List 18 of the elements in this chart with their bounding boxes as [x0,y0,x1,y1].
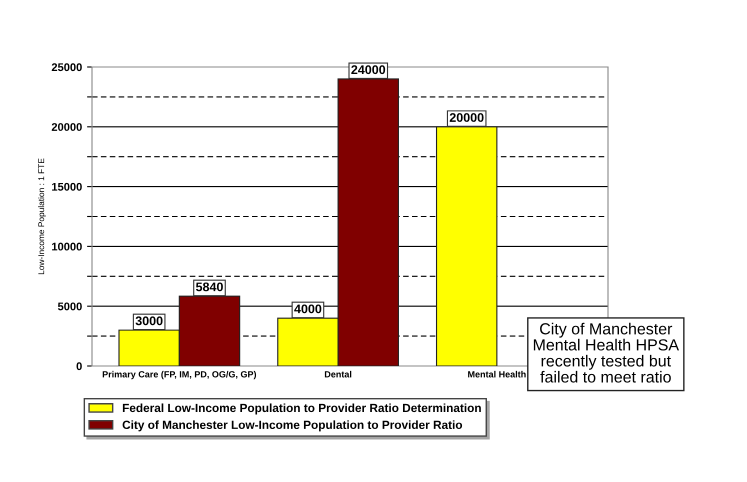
y-tick-label: 20000 [52,123,82,131]
y-tick-label: 25000 [52,63,82,72]
legend-label: City of Manchester Low-Income Population to Provider Ratio [122,420,462,432]
data-label: 4000 [294,304,322,314]
x-tick-label: Mental Health [468,370,526,378]
data-label: 3000 [136,316,163,326]
x-tick-label: Primary Care (FP, IM, PD, OG/G, GP) [102,370,256,380]
legend-label: Federal Low-Income Population to Provider Ratio Determination [122,403,481,414]
y-tick-label: 5000 [58,302,82,310]
y-axis-title: Low-Income Population : 1 FTE [38,158,46,274]
x-tick-label: Dental [324,370,352,378]
data-label: 20000 [450,113,484,122]
y-tick-label: 10000 [52,242,82,251]
y-tick-label: 15000 [52,182,82,191]
y-tick-label: 0 [76,362,82,370]
data-label: 5840 [196,282,223,292]
data-label: 24000 [351,65,386,74]
annotation: City of Manchester Mental Health HPSA recently tested but failed to meet ratio [534,322,680,383]
